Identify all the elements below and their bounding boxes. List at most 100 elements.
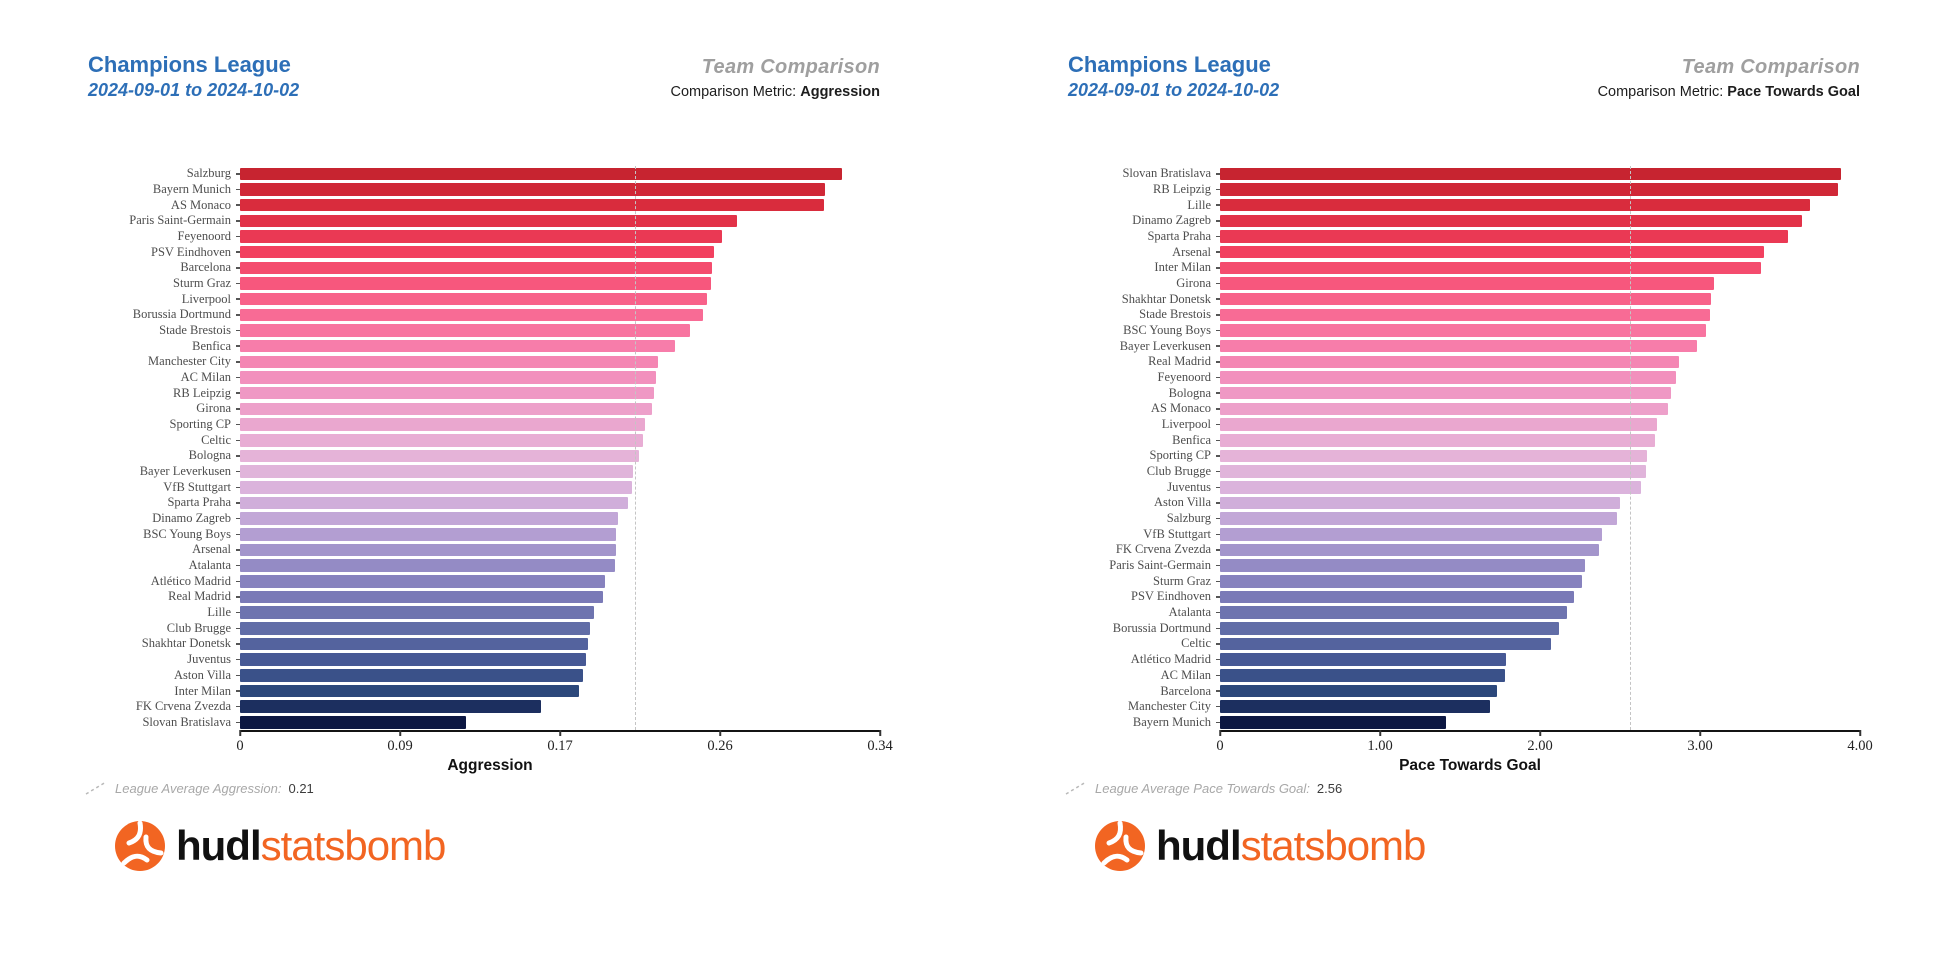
bar-rows: Salzburg Bayern Munich AS Monaco Paris Sain… [129,166,880,730]
team-label: BSC Young Boys [1123,323,1211,338]
y-tick-mark [236,486,240,489]
team-label: Stade Brestois [159,323,231,338]
bar-row: Bayer Leverkusen [140,464,880,480]
bar-row: RB Leipzig [1153,182,1860,198]
y-tick-mark [236,674,240,677]
team-label: Borussia Dortmund [132,307,231,322]
bar [1220,606,1568,619]
team-label: FK Crvena Zvezda [1115,542,1211,557]
bar [240,245,715,259]
bar-row: Shakhtar Donetsk [142,636,880,652]
y-tick-mark [1216,564,1220,567]
x-tick-mark [239,730,241,736]
y-tick-mark [236,329,240,332]
bar [1220,637,1552,651]
bar [1220,512,1617,525]
bar-row: AC Milan [181,370,880,386]
bar [240,198,824,212]
bar-row: Bologna [189,448,880,464]
bar-row: Atlético Madrid [151,573,880,589]
bar [1220,481,1641,494]
team-label: Arsenal [192,542,231,557]
y-tick-mark [1216,423,1220,426]
team-label: Paris Saint-Germain [129,213,231,228]
y-tick-mark [236,361,240,363]
bar-row: FK Crvena Zvezda [136,699,880,715]
team-label: Manchester City [1128,699,1211,714]
y-tick-mark [236,173,240,175]
y-tick-mark [1216,314,1220,316]
y-tick-mark [236,502,240,504]
bar-row: Girona [196,401,880,417]
bar-row: Girona [1176,276,1860,292]
team-label: Salzburg [186,166,231,181]
bar-row: Sparta Praha [167,495,880,511]
team-label: RB Leipzig [173,385,231,400]
x-tick-label: 0 [1216,738,1224,754]
team-label: Benfica [192,338,231,353]
x-tick-label: 0 [236,738,244,754]
x-axis-label: Pace Towards Goal [1399,757,1541,774]
bar-row: Dinamo Zagreb [152,511,880,527]
team-label: Aston Villa [1153,495,1211,510]
x-tick-label: 3.00 [1687,738,1713,754]
team-label: Feyenoord [177,229,231,244]
y-tick-mark [236,549,240,551]
team-label: Girona [1176,276,1211,291]
team-label: Inter Milan [1154,260,1211,275]
bar [1220,261,1761,275]
team-label: Barcelona [1160,683,1211,698]
bar-row: Bayer Leverkusen [1120,338,1860,354]
team-label: Juventus [1167,479,1211,494]
team-label: Arsenal [1172,244,1211,259]
bar [1220,716,1446,729]
bar [240,449,640,463]
team-label: Real Madrid [1148,354,1211,369]
y-tick-mark [1216,188,1220,191]
y-tick-mark [1216,298,1220,300]
team-label: Atlético Madrid [150,573,231,588]
y-tick-mark [1216,267,1220,269]
y-tick-mark [1216,282,1220,285]
x-tick-mark [879,730,881,736]
legend: League Average Pace Towards Goal: 2.56 [1064,780,1342,796]
bar-row: Shakhtar Donetsk [1122,291,1860,307]
bar [1220,465,1646,478]
bar-row: Barcelona [1160,683,1860,699]
team-label: Shakhtar Donetsk [141,636,231,651]
bar-row: Manchester City [1128,699,1860,715]
logo-wordmark: hudlstatsbomb [1156,822,1426,870]
bar-row: Club Brugge [167,620,880,636]
bar [1220,183,1838,196]
team-label: Sporting CP [169,417,231,432]
team-label: Slovan Bratislava [1122,166,1211,181]
team-label: Aston Villa [173,667,231,682]
bar [1220,371,1676,384]
team-label: Club Brugge [1146,464,1211,479]
y-tick-mark [1216,439,1220,441]
y-tick-mark [236,439,240,441]
y-tick-mark [1216,235,1220,238]
team-label: Sparta Praha [167,495,231,510]
y-tick-mark [1216,533,1220,536]
hudl-statsbomb-icon [115,820,165,871]
bar [240,292,707,306]
bar-row: Inter Milan [1154,260,1860,276]
date-range: 2024-09-01 to 2024-10-02 [88,80,300,100]
y-tick-mark [236,611,240,614]
x-tick-mark [1699,730,1701,736]
bar [240,371,656,384]
team-label: Borussia Dortmund [1112,620,1211,635]
team-label: RB Leipzig [1153,182,1211,196]
team-label: Sturm Graz [1153,573,1211,588]
team-label: Bayer Leverkusen [139,464,231,479]
team-label: AC Milan [1160,667,1211,682]
bar [240,355,658,369]
bar [1220,622,1560,635]
plot-area: Slovan Bratislava RB Leipzig Lille Dinamo Z… [1109,166,1873,754]
bar [240,434,643,447]
legend-label: League Average Aggression: [115,780,282,796]
bar-row: Salzburg [187,166,880,182]
bar-row: Stade Brestois [1139,307,1860,323]
bar [1220,434,1656,447]
